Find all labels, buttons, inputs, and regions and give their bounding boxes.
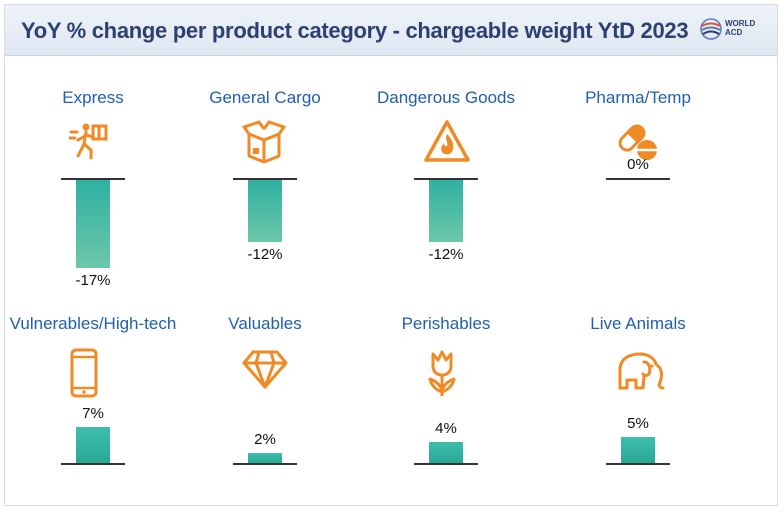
bar-general-cargo <box>248 180 282 243</box>
chart-title: YoY % change per product category - char… <box>21 18 689 43</box>
pill-capsule-icon <box>618 124 657 160</box>
bar-dangerous-goods <box>429 180 463 243</box>
diamond-icon <box>241 348 289 395</box>
bar-express <box>76 180 110 269</box>
chart-frame: YoY % change per product category - char… <box>4 4 778 506</box>
tulip-icon <box>428 350 456 396</box>
value-label-valuables: 2% <box>254 430 276 448</box>
category-label-live-animals: Live Animals <box>590 314 686 333</box>
flame-warning-icon <box>422 118 472 169</box>
world-acd-logo: WORLD ACD <box>699 17 761 43</box>
category-label-vulnerables-high-tech: Vulnerables/High-tech <box>9 314 177 333</box>
category-label-dangerous-goods: Dangerous Goods <box>377 88 515 107</box>
value-label-perishables: 4% <box>435 420 457 438</box>
value-label-live-animals: 5% <box>627 415 649 432</box>
category-label-valuables: Valuables <box>228 314 302 333</box>
bar-valuables <box>248 452 282 463</box>
category-label-pharma-temp: Pharma/Temp <box>585 88 691 107</box>
elephant-icon <box>614 348 670 399</box>
baseline-live-animals <box>606 463 670 465</box>
value-label-pharma-temp: 0% <box>627 156 649 173</box>
express-runner-icon <box>67 118 113 167</box>
logo-line-1: WORLD <box>725 19 756 28</box>
package-box-icon <box>242 120 286 164</box>
value-label-express: -17% <box>75 272 111 290</box>
elephant-icon <box>618 352 665 390</box>
baseline-vulnerables-high-tech <box>61 463 125 465</box>
value-label-general-cargo: -12% <box>247 246 283 264</box>
category-label-general-cargo: General Cargo <box>209 88 321 107</box>
smartphone-icon <box>69 348 99 403</box>
value-label-dangerous-goods: -12% <box>428 246 464 264</box>
smartphone-icon <box>70 348 98 398</box>
tulip-icon <box>422 348 462 403</box>
baseline-dangerous-goods <box>414 178 478 180</box>
flame-warning-icon <box>424 120 470 162</box>
bar-vulnerables-high-tech <box>76 426 110 463</box>
pill-capsule-icon <box>614 118 660 169</box>
express-runner-icon <box>67 123 108 160</box>
baseline-valuables <box>233 463 297 465</box>
baseline-pharma-temp <box>606 178 670 180</box>
package-box-icon <box>241 118 287 169</box>
diamond-icon <box>242 350 288 389</box>
baseline-express <box>61 178 125 180</box>
logo-text: WORLD ACD <box>725 19 755 37</box>
baseline-perishables <box>414 463 478 465</box>
baseline-general-cargo <box>233 178 297 180</box>
bar-perishables <box>429 442 463 463</box>
category-label-express: Express <box>62 88 124 107</box>
globe-icon <box>700 18 722 40</box>
value-label-vulnerables-high-tech: 7% <box>82 404 104 422</box>
category-label-perishables: Perishables <box>401 314 491 333</box>
title-bar: YoY % change per product category - char… <box>5 5 777 56</box>
bar-live-animals <box>621 437 655 463</box>
logo-line-2: ACD <box>725 28 743 37</box>
